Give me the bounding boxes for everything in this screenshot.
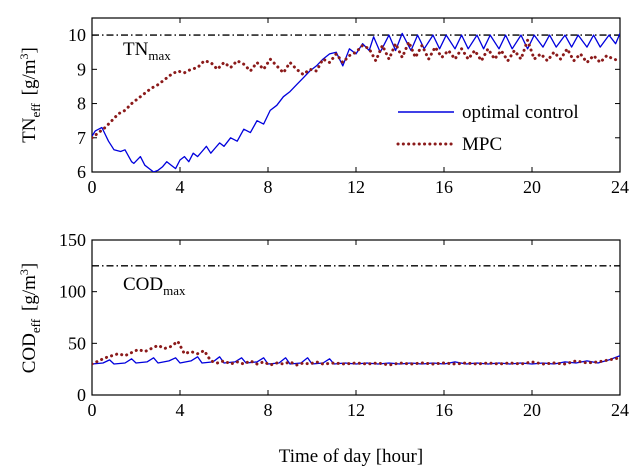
legend-optimal-label: optimal control bbox=[462, 102, 579, 123]
tn-xtick-label: 24 bbox=[611, 177, 629, 197]
tn-xtick-label: 4 bbox=[176, 177, 185, 197]
tn-series-optimal-control bbox=[92, 32, 620, 172]
tn-ytick-label: 10 bbox=[68, 25, 86, 45]
legend-mpc-label: MPC bbox=[462, 134, 502, 155]
tn-ytick-label: 8 bbox=[77, 94, 86, 114]
cod-xtick-label: 4 bbox=[176, 400, 185, 420]
cod-xtick-label: 24 bbox=[611, 400, 629, 420]
cod-plot-area bbox=[91, 239, 621, 396]
tn-ytick-label: 9 bbox=[77, 59, 86, 79]
cod-ytick-label: 0 bbox=[77, 385, 86, 405]
tn-xtick-label: 16 bbox=[435, 177, 453, 197]
tn-ytick-label: 6 bbox=[77, 162, 86, 182]
cod-max-label: CODmax bbox=[123, 274, 186, 298]
x-axis-label: Time of day [hour] bbox=[279, 446, 423, 467]
legend: optimal control MPC bbox=[396, 102, 579, 155]
cod-xtick-label: 12 bbox=[347, 400, 365, 420]
cod-ytick-label: 100 bbox=[59, 282, 86, 302]
cod-xtick-label: 16 bbox=[435, 400, 453, 420]
cod-panel: 0 4 8 12 16 20 24 0 50 100 150 CODmax CODeff[g/m3]… bbox=[17, 230, 629, 467]
tn-panel: 0 4 8 12 16 20 24 6 7 8 9 10 TNmax optimal control … bbox=[17, 17, 629, 197]
tn-xtick-label: 20 bbox=[523, 177, 541, 197]
cod-series-optimal-control bbox=[92, 355, 620, 365]
tn-ytick-label: 7 bbox=[77, 128, 86, 148]
tn-max-label: TNmax bbox=[123, 39, 171, 63]
tn-ylabel: TNeff[g/m3] bbox=[17, 47, 43, 143]
cod-ytick-label: 150 bbox=[59, 230, 86, 250]
cod-ylabel: CODeff[g/m3] bbox=[17, 263, 43, 374]
cod-ticks: 0 4 8 12 16 20 24 0 50 100 150 bbox=[59, 230, 629, 420]
cod-xtick-label: 20 bbox=[523, 400, 541, 420]
cod-xtick-label: 0 bbox=[88, 400, 97, 420]
tn-xtick-label: 0 bbox=[88, 177, 97, 197]
tn-series bbox=[92, 32, 620, 172]
tn-series-mpc bbox=[92, 35, 620, 140]
tn-xtick-label: 12 bbox=[347, 177, 365, 197]
cod-xtick-label: 8 bbox=[264, 400, 273, 420]
cod-series bbox=[92, 265, 620, 367]
cod-ytick-label: 50 bbox=[68, 333, 86, 353]
tn-ticks: 0 4 8 12 16 20 24 6 7 8 9 10 bbox=[68, 18, 629, 197]
tn-plot-area bbox=[91, 17, 621, 173]
tn-xtick-label: 8 bbox=[264, 177, 273, 197]
cod-series-mpc bbox=[92, 339, 620, 367]
